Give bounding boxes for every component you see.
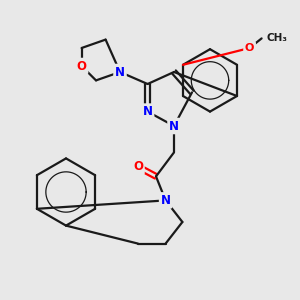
Text: N: N: [169, 119, 179, 133]
Text: N: N: [115, 65, 125, 79]
Text: CH₃: CH₃: [266, 33, 287, 43]
Text: O: O: [245, 43, 254, 53]
Text: O: O: [133, 160, 143, 173]
Text: O: O: [76, 59, 87, 73]
Text: N: N: [142, 105, 153, 118]
Text: N: N: [160, 194, 171, 207]
